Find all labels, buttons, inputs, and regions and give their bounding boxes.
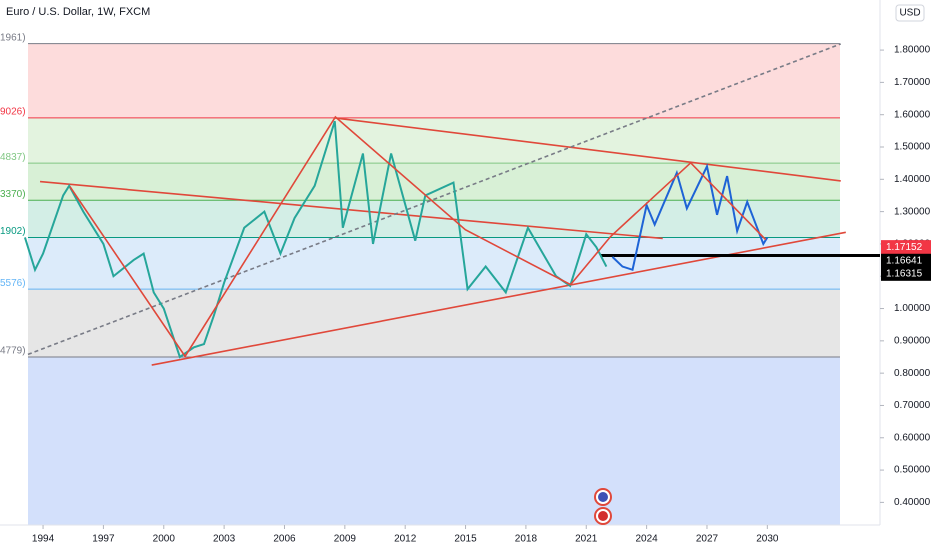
currency: USD [899,8,920,19]
event-icon [598,511,608,521]
currency-box[interactable] [895,4,925,22]
fib-band [28,289,840,357]
fib-band [28,357,840,525]
y-tick-label: 1.40000 [894,174,931,185]
chart-title: Euro / U.S. Dollar, 1W, FXCM [6,6,150,18]
y-tick-label: 1.70000 [894,77,931,88]
x-tick-label: 1994 [32,534,55,545]
fib-bands [28,43,840,525]
price-line [23,120,608,359]
price-line [611,163,769,272]
x-tick-label: 2003 [213,534,236,545]
price-tag [881,266,931,281]
x-tick-label: 2009 [334,534,357,545]
y-tick-label: 0.40000 [894,497,931,508]
price-tag [881,240,931,255]
x-tick-label: 2012 [394,534,417,545]
y-tick-label: 1.30000 [894,206,931,217]
fib-band [28,200,840,238]
fib-label: 9026) [0,107,26,118]
x-tick-label: 2024 [635,534,658,545]
y-tick-label: 0.70000 [894,400,931,411]
y-tick-label: 1.00000 [894,303,931,314]
x-tick-label: 2021 [575,534,598,545]
fib-label: 1902) [0,226,26,237]
x-tick-label: 2015 [454,534,477,545]
fib-label: 5576) [0,278,26,289]
price-tag-label: 1.17152 [886,242,923,253]
trendline [334,117,841,182]
fib-band [28,163,840,201]
price-tag-label: 1.16315 [886,268,923,279]
price-tag [881,253,931,268]
x-tick-label: 2018 [515,534,538,545]
fib-label: 4779) [0,346,26,357]
y-tick-label: 0.90000 [894,335,931,346]
x-tick-label: 2006 [273,534,296,545]
fib-label: 4837) [0,152,26,163]
trendline [27,43,842,356]
x-tick-label: 1997 [92,534,115,545]
y-tick-label: 1.60000 [894,109,931,120]
x-tick-label: 2027 [696,534,719,545]
fib-band [28,43,840,118]
x-tick-label: 2000 [153,534,176,545]
y-tick-label: 0.60000 [894,432,931,443]
y-tick-label: 1.50000 [894,142,931,153]
event-icon [598,492,608,502]
fib-label: 1961) [0,32,26,43]
fib-band [28,237,840,290]
y-tick-label: 1.80000 [894,45,931,56]
price-tag-label: 1.16641 [886,255,923,266]
price-line [69,115,767,358]
x-tick-label: 2030 [756,534,779,545]
fib-label: 3370) [0,189,26,200]
fib-band [28,117,840,164]
trendline [39,180,663,240]
y-tick-label: 0.50000 [894,465,931,476]
y-tick-label: 0.80000 [894,368,931,379]
